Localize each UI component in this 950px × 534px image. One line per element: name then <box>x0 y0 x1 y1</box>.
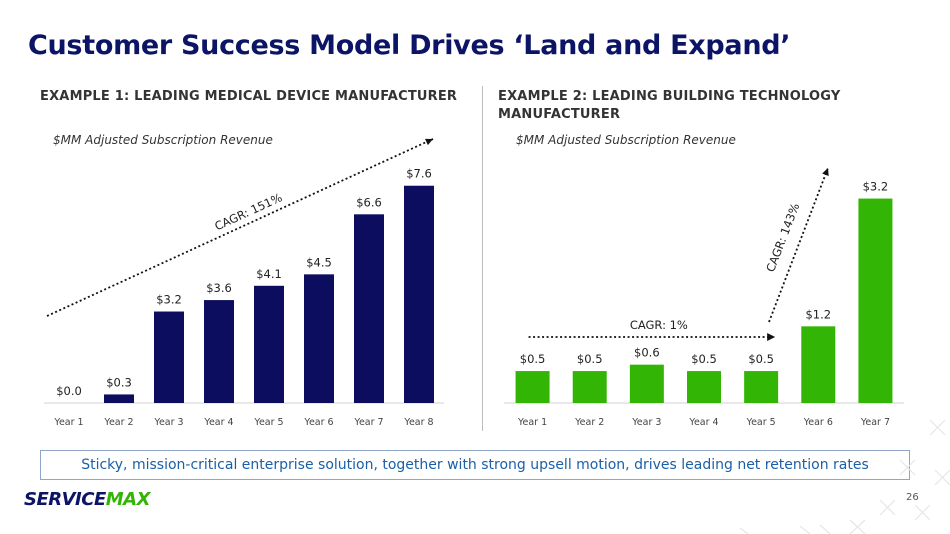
x-tick-label: Year 3 <box>631 417 661 428</box>
bar-year-3 <box>154 311 184 403</box>
cagr-label-2: CAGR: 1% <box>630 318 688 332</box>
x-tick-label: Year 2 <box>574 417 604 428</box>
cagr-arrow-1-head <box>425 138 433 146</box>
chart-subtitle: $MM Adjusted Subscription Revenue <box>516 133 736 147</box>
logo-text-max: MAX <box>105 489 151 510</box>
x-tick-label: Year 6 <box>803 417 833 428</box>
data-label: $1.2 <box>805 307 831 321</box>
bar-year-2 <box>572 371 607 403</box>
cagr-arrow-3 <box>768 167 829 323</box>
bar-year-5 <box>254 285 284 403</box>
data-label: $0.3 <box>106 375 132 389</box>
bar-year-5 <box>744 371 779 403</box>
x-tick-label: Year 3 <box>153 417 183 428</box>
x-tick-label: Year 7 <box>860 417 890 428</box>
data-label: $0.6 <box>634 346 660 360</box>
bar-year-4 <box>204 300 234 403</box>
x-tick-label: Year 4 <box>688 417 718 428</box>
logo-text-service: SERVICE <box>24 489 106 510</box>
example2-heading: EXAMPLE 2: LEADING BUILDING TECHNOLOGY M… <box>498 89 841 122</box>
x-tick-label: Year 2 <box>103 417 133 428</box>
data-label: $0.5 <box>748 352 774 366</box>
bar-year-8 <box>404 185 434 403</box>
cagr-label-3: CAGR: 143% <box>763 201 802 274</box>
cagr-arrow-1 <box>46 138 434 317</box>
bar-year-7 <box>858 198 893 403</box>
x-tick-label: Year 4 <box>203 417 233 428</box>
x-tick-label: Year 5 <box>746 417 776 428</box>
data-label: $6.6 <box>356 195 382 209</box>
bar-year-6 <box>801 326 836 403</box>
callout-box: Sticky, mission-critical enterprise solu… <box>40 450 910 480</box>
chart-subtitle: $MM Adjusted Subscription Revenue <box>53 133 273 147</box>
x-tick-label: Year 8 <box>403 417 433 428</box>
x-tick-label: Year 1 <box>53 417 83 428</box>
bar-year-2 <box>104 394 134 403</box>
data-label: $0.5 <box>577 352 603 366</box>
page-number: 26 <box>906 492 919 503</box>
bar-year-1 <box>515 371 550 403</box>
servicemax-logo: SERVICEMAX <box>24 489 151 510</box>
data-label: $3.6 <box>206 281 232 295</box>
data-label: $7.6 <box>406 167 432 181</box>
x-tick-label: Year 7 <box>353 417 383 428</box>
page-title: Customer Success Model Drives ‘Land and … <box>28 30 791 61</box>
x-tick-label: Year 6 <box>303 417 333 428</box>
bar-year-4 <box>687 371 721 403</box>
data-label: $4.1 <box>256 267 282 281</box>
bar-year-6 <box>304 274 334 403</box>
example1-heading: EXAMPLE 1: LEADING MEDICAL DEVICE MANUFA… <box>40 89 458 104</box>
data-label: $0.5 <box>520 352 546 366</box>
data-label: $3.2 <box>863 180 889 194</box>
data-label: $3.2 <box>156 293 182 307</box>
x-tick-label: Year 5 <box>253 417 283 428</box>
decorative-pattern <box>739 419 950 534</box>
cagr-arrow-2-head <box>767 333 776 341</box>
bar-year-7 <box>354 214 384 403</box>
data-label: $0.0 <box>56 384 82 398</box>
data-label: $4.5 <box>306 255 332 269</box>
x-tick-label: Year 1 <box>517 417 547 428</box>
section-divider <box>482 86 483 431</box>
bar-year-3 <box>629 364 664 403</box>
cagr-arrow-3-head <box>822 168 829 176</box>
data-label: $0.5 <box>691 352 717 366</box>
